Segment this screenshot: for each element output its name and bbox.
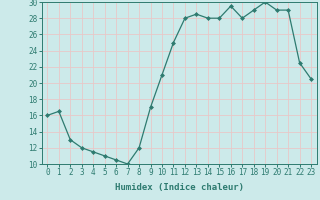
X-axis label: Humidex (Indice chaleur): Humidex (Indice chaleur)	[115, 183, 244, 192]
